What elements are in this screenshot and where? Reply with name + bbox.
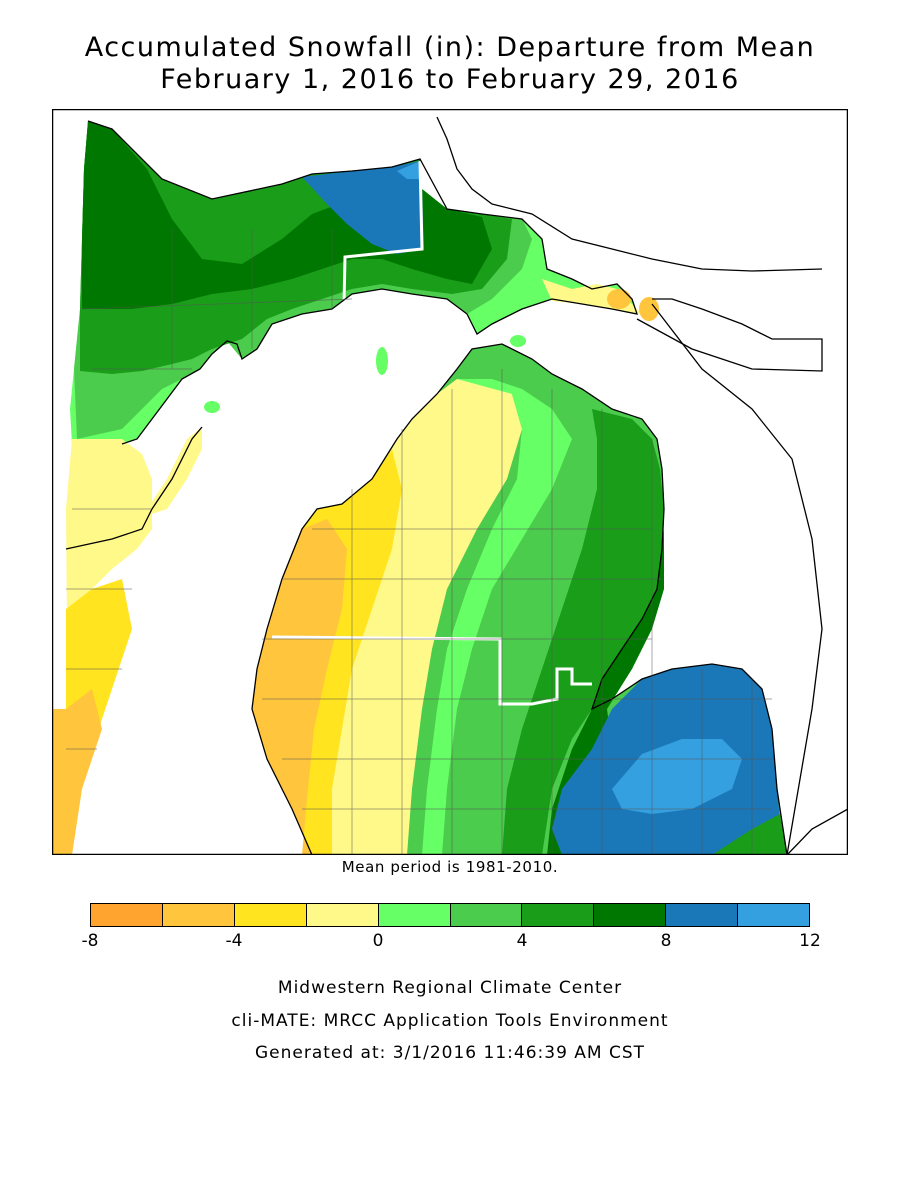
map-subtitle: February 1, 2016 to February 29, 2016 (160, 64, 740, 95)
legend-tick-label: -4 (225, 931, 243, 951)
drummond-island (639, 297, 659, 321)
huron-east-coastline (636, 298, 823, 372)
mean-period-note: Mean period is 1981-2010. (341, 858, 559, 876)
bois-blanc-island (510, 335, 526, 347)
lp-southeast-green-corner (712, 814, 787, 855)
legend-swatch-9 (738, 904, 810, 926)
county-grid (66, 229, 772, 855)
legend-tick-label: 12 (799, 931, 821, 951)
eastern-up-orange-islands (607, 289, 631, 309)
western-strip-yellow (66, 439, 152, 629)
legend-tick-label: 0 (372, 931, 384, 951)
northern-coastline (436, 116, 823, 272)
lp-mid-green-east (502, 409, 664, 855)
credit-line-1: Midwestern Regional Climate Center (277, 978, 623, 998)
snowfall-departure-map (52, 109, 848, 855)
door-peninsula (147, 427, 202, 514)
legend-tick-label: 4 (516, 931, 528, 951)
isle-royale (204, 401, 220, 413)
legend-tick-label: -8 (81, 931, 99, 951)
western-strip-orange (52, 689, 102, 855)
legend-swatch-1 (162, 904, 235, 926)
color-legend (90, 903, 810, 927)
map-title: Accumulated Snowfall (in): Departure fro… (84, 32, 816, 63)
state-boundary (342, 160, 424, 305)
up-blue-area (302, 161, 424, 254)
lake-erie-shore (786, 808, 848, 855)
legend-swatch-0 (91, 904, 163, 926)
legend-swatch-5 (450, 904, 523, 926)
coastline (87, 120, 638, 445)
credit-line-3: Generated at: 3/1/2016 11:46:39 AM CST (254, 1043, 646, 1063)
legend-tick-label: 8 (660, 931, 672, 951)
lp-light-green-band (422, 379, 572, 855)
legend-swatch-6 (522, 904, 595, 926)
lp-light-blue-core (612, 739, 742, 814)
up-light-blue-area (397, 161, 422, 179)
legend-swatch-3 (306, 904, 379, 926)
ontario-coastline (651, 303, 823, 855)
beaver-island (376, 347, 388, 375)
credit-line-2: cli-MATE: MRCC Application Tools Environ… (231, 1011, 669, 1031)
up-dark-green-band (82, 121, 492, 309)
legend-swatch-7 (594, 904, 667, 926)
lp-coastline (251, 343, 788, 855)
legend-swatch-8 (666, 904, 739, 926)
legend-swatch-4 (378, 904, 451, 926)
legend-swatch-2 (234, 904, 307, 926)
lp-orange-band (252, 519, 347, 855)
